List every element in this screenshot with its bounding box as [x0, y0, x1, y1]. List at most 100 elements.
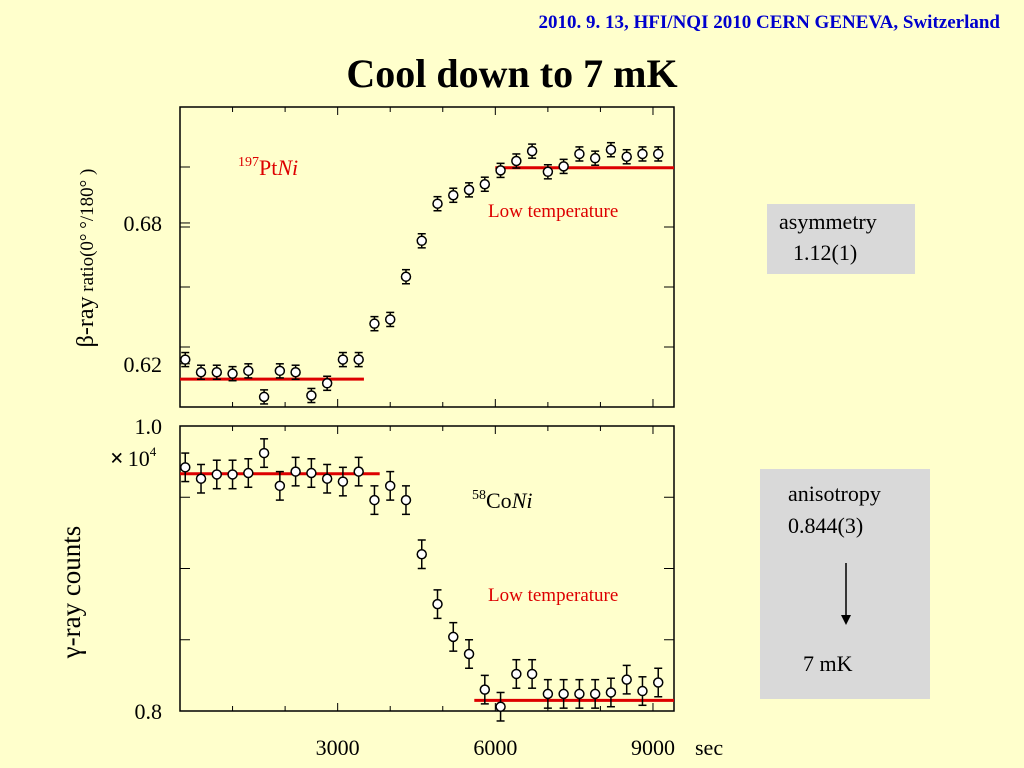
data-marker [652, 677, 664, 688]
y-label-symbol: β [73, 335, 99, 347]
data-marker [369, 494, 380, 506]
data-marker [306, 390, 317, 401]
data-marker [511, 155, 522, 167]
data-marker [511, 668, 522, 680]
data-point [211, 459, 223, 490]
data-marker [353, 354, 364, 365]
slide-title: Cool down to 7 mK [346, 51, 678, 96]
data-marker [211, 367, 223, 378]
data-point [652, 146, 664, 162]
anisotropy-label: anisotropy [788, 481, 881, 506]
asymmetry-label: asymmetry [779, 209, 877, 234]
data-point [400, 485, 412, 516]
data-point [321, 463, 333, 494]
data-marker [353, 466, 364, 477]
down-arrow-icon [841, 563, 851, 625]
data-point [558, 678, 569, 709]
data-marker [495, 165, 506, 176]
x-unit-label: sec [695, 735, 723, 760]
data-marker [605, 144, 617, 155]
data-marker [589, 152, 601, 164]
conference-header: 2010. 9. 13, HFI/NQI 2010 CERN GENEVA, S… [538, 12, 1000, 33]
data-point [195, 364, 207, 381]
data-point [637, 146, 648, 162]
data-marker [195, 473, 207, 484]
data-marker [448, 190, 459, 201]
data-point [605, 677, 617, 708]
data-point [574, 146, 585, 162]
data-point [542, 678, 554, 709]
data-point [463, 182, 475, 198]
data-point [258, 389, 270, 405]
data-marker [463, 648, 475, 660]
data-marker [637, 148, 648, 160]
data-point [400, 268, 412, 285]
data-point [589, 678, 601, 709]
data-marker [621, 151, 632, 163]
data-point [180, 351, 191, 368]
data-marker [290, 367, 301, 378]
y-tick-label: 0.62 [124, 352, 163, 377]
data-marker [574, 148, 585, 160]
data-point [337, 466, 349, 497]
data-point [243, 458, 254, 489]
data-marker [243, 467, 254, 479]
data-marker [416, 549, 427, 560]
y-tick-label: 0.68 [124, 211, 163, 236]
asymmetry-value: 1.12(1) [793, 240, 858, 265]
temperature-result: 7 mK [803, 651, 853, 676]
data-marker [605, 687, 617, 698]
sample-element: Pt [259, 155, 277, 180]
plot-panel-bottom: 0.8 1.0 58CoNi Low temperature [135, 414, 675, 724]
data-marker [542, 688, 554, 700]
data-marker [180, 354, 191, 365]
data-point [180, 452, 191, 483]
y-label-symbol: γ [56, 646, 86, 659]
data-point [652, 667, 664, 698]
data-point [479, 674, 491, 705]
data-point [511, 153, 522, 169]
data-point [526, 143, 538, 159]
data-marker [542, 166, 554, 178]
data-point [432, 195, 443, 212]
multiplier-base: 10 [128, 446, 150, 471]
data-point [274, 470, 286, 501]
data-marker [495, 701, 506, 712]
sample-host: Ni [276, 155, 298, 180]
multiplier-exponent: 4 [150, 444, 157, 459]
data-point [637, 676, 648, 707]
data-point [369, 485, 380, 516]
data-marker [337, 476, 349, 487]
data-point [290, 364, 301, 381]
sample-mass: 197 [238, 155, 259, 170]
data-point [290, 456, 301, 487]
x-tick-label: 6000 [473, 735, 517, 760]
data-marker [526, 668, 538, 680]
data-marker [274, 365, 286, 377]
data-point [337, 351, 349, 368]
data-point [353, 456, 364, 487]
annotation-low-temperature: Low temperature [488, 585, 618, 606]
data-marker [589, 688, 601, 700]
sample-host: Ni [511, 488, 533, 513]
data-marker [479, 178, 491, 190]
data-marker [369, 318, 380, 329]
data-point [369, 315, 380, 332]
data-point [384, 311, 396, 328]
x-tick-label: 9000 [631, 735, 675, 760]
data-marker [432, 598, 443, 610]
data-point [416, 233, 427, 249]
data-marker [258, 391, 270, 403]
data-marker [384, 314, 396, 325]
data-point [621, 148, 632, 165]
sample-mass: 58 [472, 488, 486, 503]
data-point [432, 589, 443, 620]
data-point [574, 678, 585, 709]
data-point [542, 163, 554, 180]
sample-label: 197PtNi [238, 155, 298, 180]
data-marker [211, 469, 223, 480]
data-marker [448, 631, 459, 643]
data-marker [384, 480, 396, 492]
data-point [353, 351, 364, 368]
